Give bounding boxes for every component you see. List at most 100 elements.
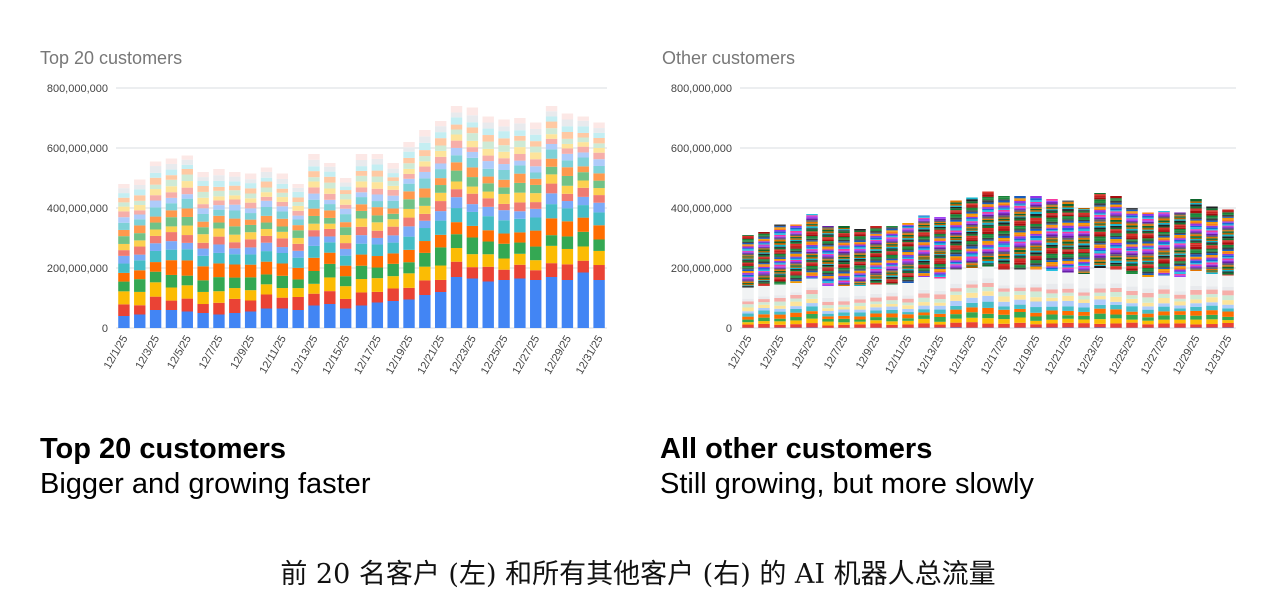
bar-segment (1046, 233, 1058, 235)
bar-segment (134, 210, 146, 215)
bar-segment (165, 226, 178, 233)
bar-segment (118, 281, 130, 292)
bar-segment (181, 194, 193, 199)
bar-segment (1078, 215, 1090, 217)
bar-segment (790, 229, 802, 231)
bar-segment (870, 273, 882, 276)
bar-segment (838, 229, 850, 231)
bar-segment (774, 269, 786, 271)
bar-segment (1110, 204, 1122, 206)
bar-segment (806, 253, 818, 255)
bar-segment (886, 258, 898, 261)
bar-segment (886, 313, 898, 318)
bar-segment (1174, 258, 1186, 261)
bar-segment (934, 233, 946, 236)
bar-segment (1062, 243, 1074, 246)
bar-segment (902, 256, 914, 258)
bar-segment (966, 263, 978, 266)
bar-segment (806, 214, 818, 216)
bar-segment (561, 113, 574, 120)
bar-segment (790, 273, 802, 275)
bar-segment (1190, 306, 1202, 311)
bar-segment (934, 237, 946, 239)
bar-segment (1206, 253, 1218, 256)
bar-segment (1158, 249, 1170, 251)
bar-segment (165, 260, 178, 275)
bar-segment (934, 290, 946, 295)
bar-segment (213, 186, 225, 191)
bar-segment (966, 203, 978, 205)
bar-segment (1014, 246, 1026, 249)
bar-segment (790, 283, 802, 293)
bar-segment (1094, 253, 1106, 255)
bar-segment (822, 239, 834, 242)
bar-segment (822, 278, 834, 280)
bar-segment (966, 266, 978, 268)
bar-segment (498, 203, 510, 211)
bar-segment (1094, 308, 1106, 314)
bar-segment (1190, 219, 1202, 221)
bar-segment (1174, 225, 1186, 228)
bar-segment (982, 257, 994, 260)
bar-segment (181, 168, 193, 175)
bar-segment (181, 208, 193, 217)
bar-segment (790, 324, 802, 328)
bar-segment (998, 222, 1010, 225)
bar-segment (149, 207, 162, 217)
bar-segment (742, 250, 754, 252)
bar-segment (1046, 211, 1058, 214)
bar-segment (966, 239, 978, 242)
bar-segment (1158, 230, 1170, 232)
bar-segment (950, 264, 962, 266)
bar-segment (742, 263, 754, 265)
bar-segment (482, 161, 494, 169)
bar-segment (902, 305, 914, 309)
bar-segment (998, 323, 1010, 328)
bar-segment (982, 295, 994, 302)
bar-segment (934, 250, 946, 252)
bar-segment (244, 224, 257, 233)
bar-segment (918, 245, 930, 247)
bar-segment (324, 277, 336, 292)
bar-segment (1014, 198, 1026, 200)
bar-segment (790, 236, 802, 238)
bar-segment (1174, 233, 1186, 235)
bar-segment (1030, 248, 1042, 251)
bar-segment (806, 228, 818, 230)
bar-segment (934, 251, 946, 253)
bar-segment (149, 271, 162, 283)
bar-segment (758, 310, 770, 315)
x-tick-label: 12/7/25 (197, 334, 226, 372)
bar-segment (1126, 221, 1138, 223)
bar-segment (419, 213, 431, 221)
bar-segment (1158, 254, 1170, 256)
bar-segment (806, 318, 818, 324)
bar-segment (1094, 254, 1106, 257)
bar-stack (1094, 193, 1106, 328)
bar-segment (902, 229, 914, 231)
bar-segment (1142, 273, 1154, 275)
bar-segment (292, 191, 304, 198)
bar-segment (1142, 225, 1154, 228)
bar-segment (355, 218, 368, 227)
bar-segment (1126, 235, 1138, 238)
bar-stack (419, 130, 431, 328)
bar-segment (1142, 255, 1154, 258)
bar-segment (450, 129, 463, 135)
bar-segment (276, 288, 289, 298)
bar-stack (966, 197, 978, 328)
bar-segment (870, 259, 882, 261)
bar-segment (1222, 304, 1234, 309)
bar-segment (213, 244, 225, 253)
bar-segment (403, 173, 415, 179)
bar-segment (806, 218, 818, 221)
bar-segment (1222, 222, 1234, 225)
bar-segment (355, 204, 368, 211)
bar-segment (1222, 272, 1234, 275)
bar-segment (1126, 258, 1138, 261)
bar-segment (886, 309, 898, 314)
bar-segment (466, 140, 479, 148)
bar-segment (1126, 295, 1138, 299)
bar-segment (1126, 244, 1138, 246)
bar-segment (806, 246, 818, 248)
